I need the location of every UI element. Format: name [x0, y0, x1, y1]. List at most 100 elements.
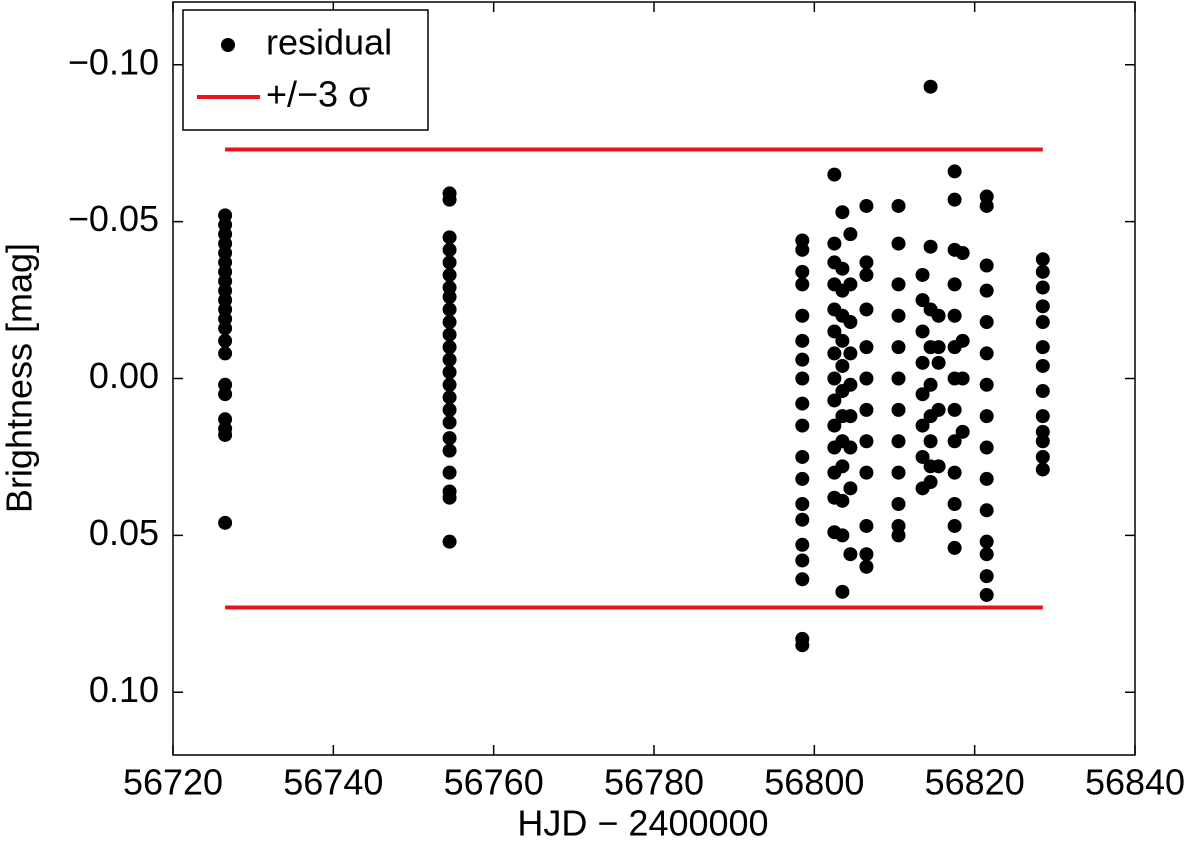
data-point — [835, 493, 850, 508]
data-point — [442, 443, 457, 458]
data-point — [843, 481, 858, 496]
data-point — [843, 315, 858, 330]
data-point — [442, 534, 457, 549]
data-point — [891, 465, 906, 480]
data-point — [843, 377, 858, 392]
data-point — [915, 387, 930, 402]
y-tick-label: 0.05 — [89, 512, 159, 553]
legend-label: +/−3 σ — [266, 74, 370, 115]
data-point — [843, 346, 858, 361]
data-point — [218, 333, 233, 348]
data-point — [795, 352, 810, 367]
data-point — [979, 547, 994, 562]
data-point — [979, 503, 994, 518]
data-point — [835, 459, 850, 474]
data-point — [1035, 434, 1050, 449]
legend-box — [182, 9, 429, 131]
x-tick-label: 56720 — [123, 762, 223, 803]
data-point — [843, 277, 858, 292]
data-point — [835, 333, 850, 348]
data-point — [442, 402, 457, 417]
data-point — [795, 242, 810, 257]
data-point — [827, 393, 842, 408]
data-point — [915, 418, 930, 433]
data-point — [795, 308, 810, 323]
data-point — [859, 371, 874, 386]
data-point — [979, 346, 994, 361]
data-point — [891, 308, 906, 323]
data-point — [835, 528, 850, 543]
data-point — [442, 230, 457, 245]
data-point — [979, 198, 994, 213]
data-point — [859, 559, 874, 574]
data-point — [859, 340, 874, 355]
data-point — [1035, 315, 1050, 330]
data-point — [442, 340, 457, 355]
data-point — [442, 327, 457, 342]
x-tick-label: 56780 — [604, 762, 704, 803]
data-point — [947, 277, 962, 292]
data-point — [218, 346, 233, 361]
data-point — [947, 192, 962, 207]
data-point — [218, 427, 233, 442]
data-point — [891, 528, 906, 543]
data-point — [442, 289, 457, 304]
data-point — [843, 409, 858, 424]
data-point — [795, 449, 810, 464]
data-point — [442, 352, 457, 367]
data-point — [218, 387, 233, 402]
data-point — [795, 371, 810, 386]
data-point — [859, 465, 874, 480]
data-point — [891, 371, 906, 386]
data-point — [1035, 358, 1050, 373]
data-point — [1035, 462, 1050, 477]
data-point — [955, 424, 970, 439]
threshold-line — [225, 147, 1043, 610]
data-point — [218, 515, 233, 530]
data-point — [795, 553, 810, 568]
data-point — [843, 227, 858, 242]
data-point — [795, 537, 810, 552]
x-axis-label: HJD − 2400000 — [517, 803, 768, 844]
data-point — [947, 434, 962, 449]
data-point — [915, 293, 930, 308]
data-point — [979, 440, 994, 455]
data-point — [859, 267, 874, 282]
data-point — [795, 512, 810, 527]
data-point — [442, 192, 457, 207]
data-point — [979, 471, 994, 486]
data-point — [795, 572, 810, 587]
data-point — [947, 308, 962, 323]
x-tick-label: 56760 — [444, 762, 544, 803]
data-point — [442, 431, 457, 446]
data-point — [891, 402, 906, 417]
data-point — [795, 277, 810, 292]
data-point — [979, 283, 994, 298]
data-point — [1035, 299, 1050, 314]
data-point — [442, 315, 457, 330]
data-point — [835, 358, 850, 373]
data-point — [827, 324, 842, 339]
data-point — [795, 333, 810, 348]
data-point — [979, 409, 994, 424]
data-point — [859, 518, 874, 533]
data-point — [979, 587, 994, 602]
data-point — [931, 402, 946, 417]
data-point — [931, 459, 946, 474]
data-point — [931, 355, 946, 370]
data-point — [859, 547, 874, 562]
data-point — [442, 302, 457, 317]
x-tick-label: 56840 — [1085, 762, 1185, 803]
data-point — [979, 258, 994, 273]
data-point — [979, 377, 994, 392]
data-point — [891, 434, 906, 449]
data-point — [442, 377, 457, 392]
data-point — [859, 434, 874, 449]
data-point — [891, 198, 906, 213]
data-point — [1035, 252, 1050, 267]
data-point — [923, 239, 938, 254]
data-point — [859, 255, 874, 270]
data-point — [795, 396, 810, 411]
data-point — [442, 390, 457, 405]
data-point — [442, 415, 457, 430]
